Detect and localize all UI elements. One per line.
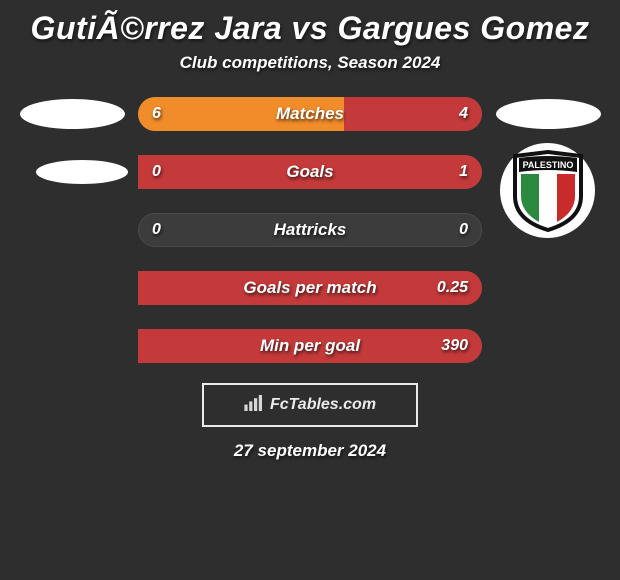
svg-text:PALESTINO: PALESTINO — [522, 160, 573, 170]
stat-bar: 0 Goals 1 — [138, 155, 482, 189]
stat-row: Min per goal 390 — [0, 323, 620, 369]
stat-bar: 0 Hattricks 0 — [138, 213, 482, 247]
stat-value-right: 4 — [459, 105, 468, 123]
chart-icon — [244, 395, 264, 416]
stat-label: Goals per match — [243, 278, 376, 298]
right-slot: PALESTINO — [492, 149, 604, 195]
club-left-placeholder — [36, 160, 128, 184]
page-subtitle: Club competitions, Season 2024 — [0, 53, 620, 91]
right-slot — [492, 323, 604, 369]
player-right-placeholder — [496, 99, 601, 129]
left-slot — [16, 265, 128, 311]
right-slot — [492, 265, 604, 311]
stat-value-left: 6 — [152, 105, 161, 123]
stat-bar: 6 Matches 4 — [138, 97, 482, 131]
footer-brand-box: FcTables.com — [202, 383, 418, 427]
stat-value-right: 1 — [459, 163, 468, 181]
right-slot — [492, 207, 604, 253]
stat-label: Hattricks — [274, 220, 347, 240]
footer-date: 27 september 2024 — [0, 441, 620, 461]
player-left-placeholder — [20, 99, 125, 129]
left-slot — [16, 91, 128, 137]
stat-label: Matches — [276, 104, 344, 124]
stat-label: Min per goal — [260, 336, 360, 356]
stat-value-left: 0 — [152, 221, 161, 239]
stat-bar: Goals per match 0.25 — [138, 271, 482, 305]
stat-value-right: 0.25 — [437, 279, 468, 297]
stat-row: 0 Goals 1 PALESTINO — [0, 149, 620, 195]
stat-row: 6 Matches 4 — [0, 91, 620, 137]
stat-row: 0 Hattricks 0 — [0, 207, 620, 253]
stats-rows: 6 Matches 4 0 Goals 1 PALESTINO 0 Hatt — [0, 91, 620, 369]
right-slot — [492, 91, 604, 137]
stat-value-left: 0 — [152, 163, 161, 181]
stat-bar: Min per goal 390 — [138, 329, 482, 363]
left-slot — [16, 149, 128, 195]
stat-value-right: 0 — [459, 221, 468, 239]
stat-value-right: 390 — [441, 337, 468, 355]
left-slot — [16, 207, 128, 253]
left-slot — [16, 323, 128, 369]
page-title: GutiÃ©rrez Jara vs Gargues Gomez — [0, 0, 620, 53]
footer-brand-text: FcTables.com — [270, 396, 376, 414]
stat-row: Goals per match 0.25 — [0, 265, 620, 311]
stat-label: Goals — [286, 162, 333, 182]
